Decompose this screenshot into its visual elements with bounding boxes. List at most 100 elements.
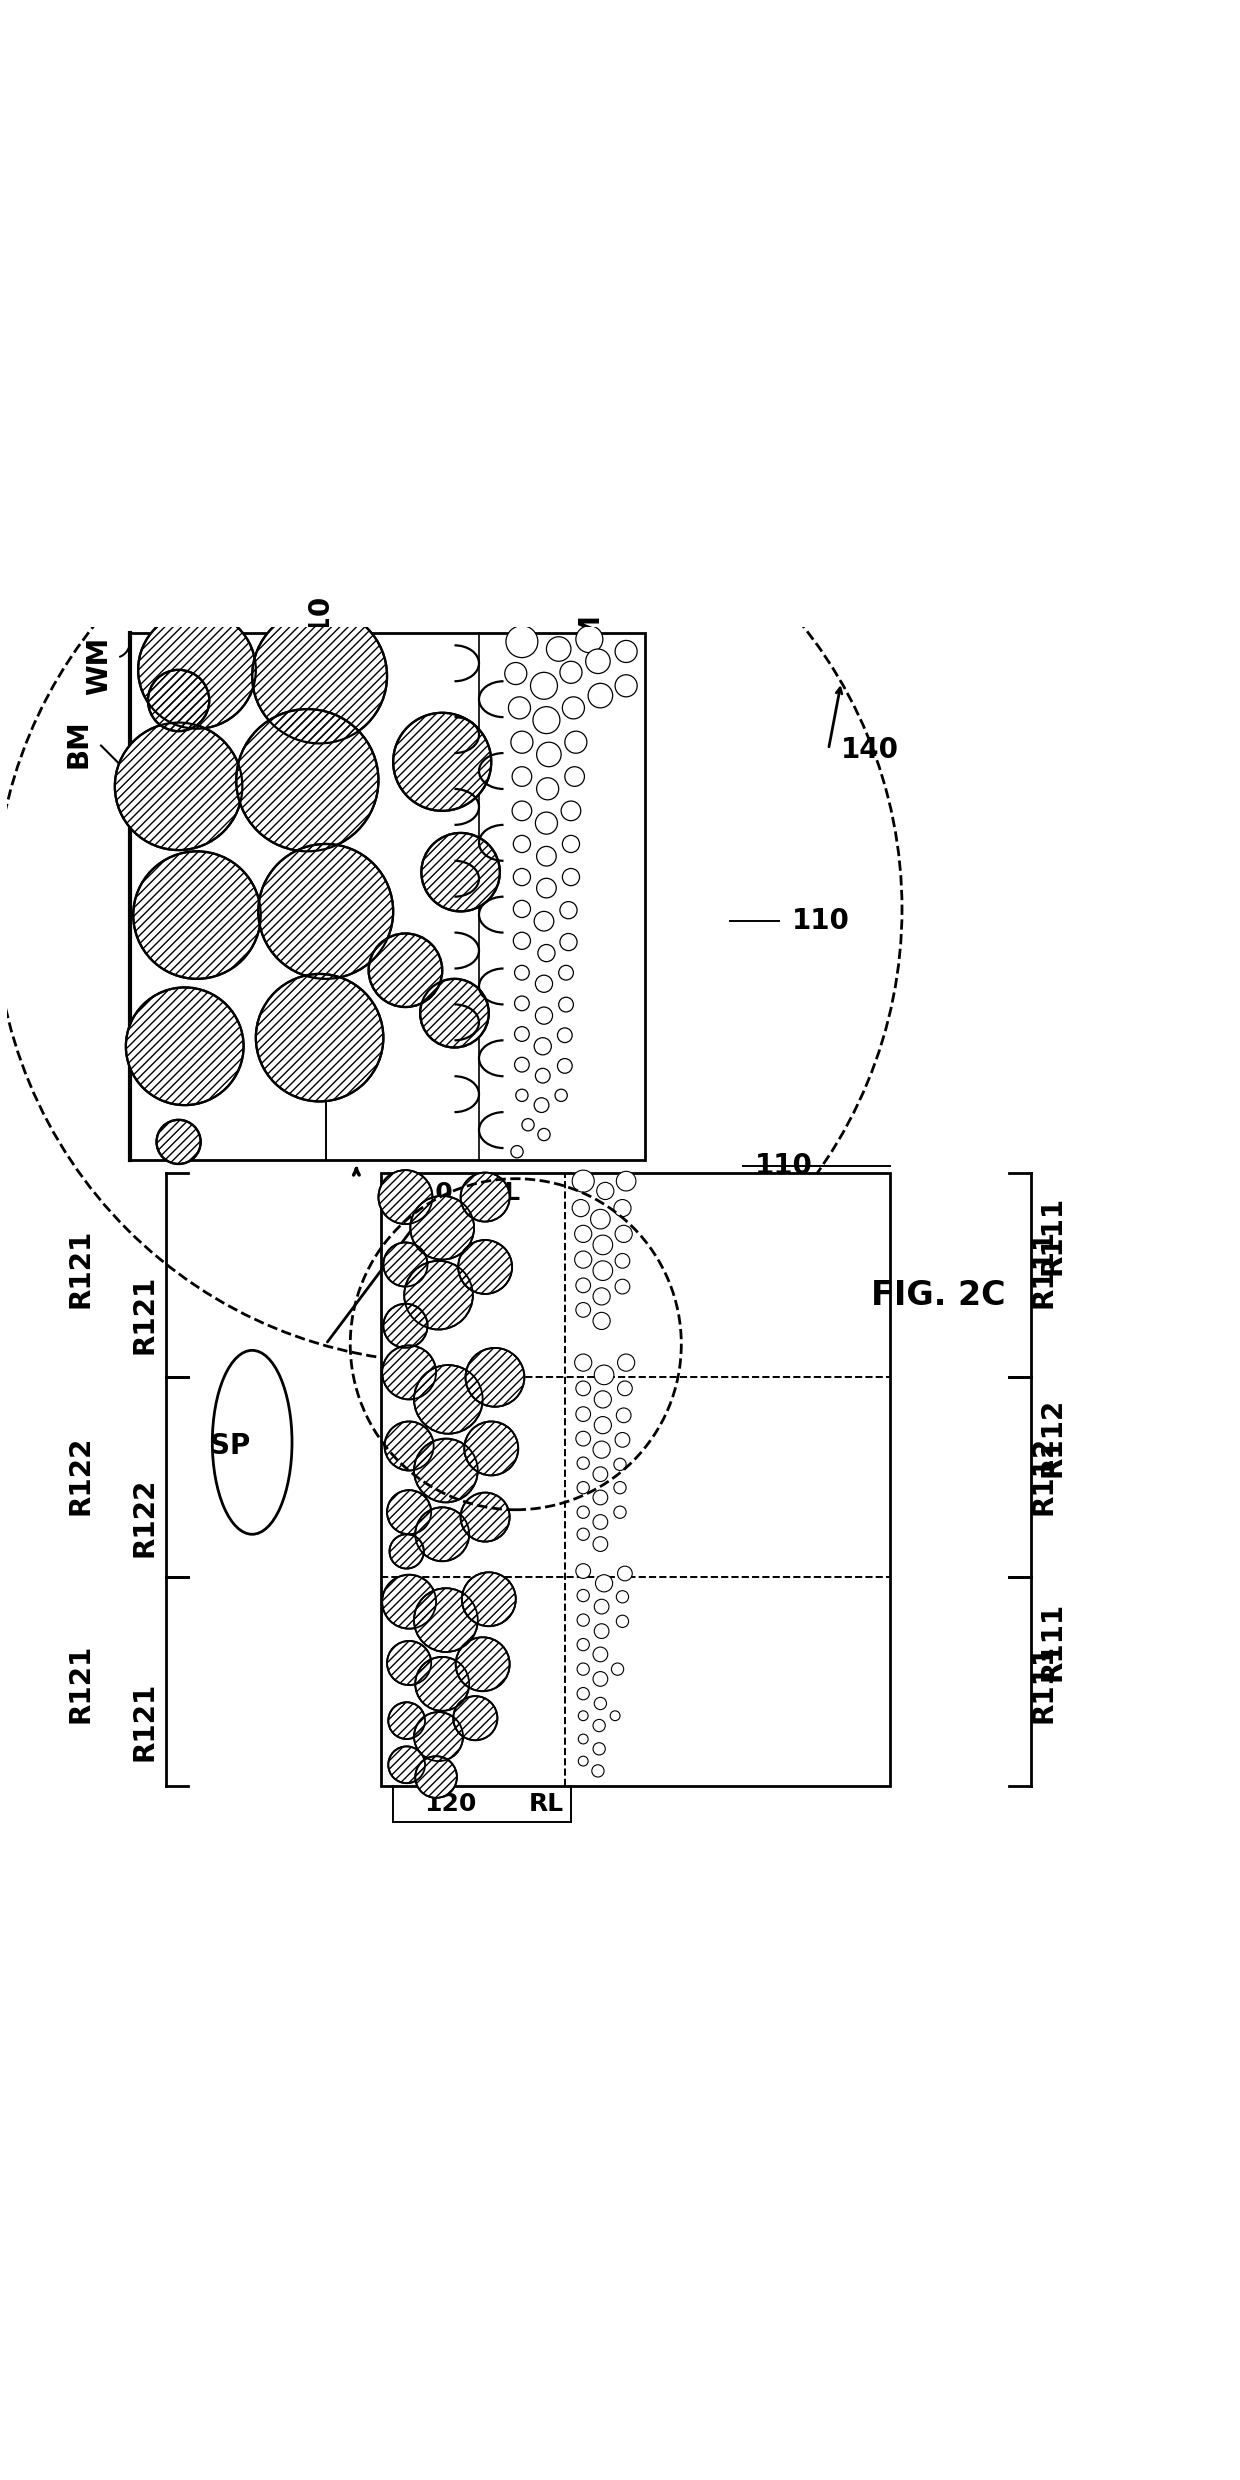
Circle shape: [536, 1007, 553, 1024]
Circle shape: [512, 766, 532, 786]
Circle shape: [614, 1200, 631, 1218]
Circle shape: [454, 1696, 497, 1741]
Circle shape: [148, 670, 210, 732]
Circle shape: [593, 1235, 613, 1255]
Circle shape: [563, 697, 584, 719]
Circle shape: [594, 1391, 611, 1409]
Text: 120: 120: [424, 1793, 477, 1815]
Circle shape: [560, 903, 577, 918]
Circle shape: [522, 1118, 534, 1131]
Circle shape: [115, 722, 242, 851]
Circle shape: [404, 1260, 472, 1329]
Circle shape: [575, 1406, 590, 1421]
Circle shape: [513, 836, 531, 853]
Circle shape: [547, 637, 570, 662]
Text: 110: 110: [791, 908, 849, 935]
Circle shape: [593, 1260, 613, 1280]
Text: R122: R122: [130, 1478, 159, 1557]
Circle shape: [593, 1647, 608, 1662]
Circle shape: [422, 833, 500, 913]
Circle shape: [593, 1743, 605, 1756]
Circle shape: [536, 1069, 551, 1084]
Circle shape: [577, 1664, 589, 1676]
Circle shape: [559, 997, 573, 1012]
Circle shape: [594, 1364, 614, 1384]
Circle shape: [615, 1280, 630, 1295]
Circle shape: [383, 1242, 428, 1287]
Circle shape: [133, 851, 260, 980]
Circle shape: [615, 640, 637, 662]
Circle shape: [575, 1431, 590, 1446]
Polygon shape: [129, 632, 645, 1161]
Circle shape: [388, 1701, 425, 1738]
Circle shape: [513, 868, 531, 885]
Circle shape: [575, 1565, 590, 1577]
Circle shape: [388, 1746, 425, 1783]
Circle shape: [591, 1766, 604, 1778]
Polygon shape: [381, 1173, 890, 1786]
Text: R111: R111: [1039, 1602, 1066, 1681]
Circle shape: [611, 1664, 624, 1676]
Circle shape: [575, 1277, 590, 1292]
Circle shape: [515, 1056, 529, 1071]
Circle shape: [534, 1099, 549, 1114]
Circle shape: [565, 732, 587, 754]
Circle shape: [252, 608, 387, 744]
Circle shape: [415, 1508, 469, 1562]
Circle shape: [577, 1614, 589, 1627]
Circle shape: [577, 1639, 589, 1652]
Circle shape: [414, 1438, 477, 1503]
Circle shape: [516, 1089, 528, 1101]
Circle shape: [460, 1493, 510, 1543]
Circle shape: [382, 1575, 436, 1629]
Circle shape: [533, 707, 560, 734]
Circle shape: [577, 1590, 589, 1602]
Circle shape: [414, 1364, 482, 1433]
Text: R110: R110: [382, 1180, 454, 1205]
Circle shape: [387, 1490, 432, 1535]
Circle shape: [414, 1711, 463, 1761]
Circle shape: [588, 684, 613, 707]
Text: RL: RL: [529, 1793, 564, 1815]
Circle shape: [558, 1027, 572, 1042]
Circle shape: [456, 1637, 510, 1691]
Circle shape: [578, 1734, 588, 1743]
Circle shape: [594, 1624, 609, 1639]
Circle shape: [594, 1416, 611, 1433]
Circle shape: [393, 712, 491, 811]
Circle shape: [577, 1528, 589, 1540]
Circle shape: [464, 1421, 518, 1476]
Circle shape: [595, 1575, 613, 1592]
Circle shape: [513, 932, 531, 950]
Circle shape: [575, 1381, 590, 1396]
Circle shape: [593, 1672, 608, 1686]
Circle shape: [538, 1128, 551, 1141]
Circle shape: [410, 1195, 474, 1260]
Circle shape: [538, 945, 556, 962]
Text: R111: R111: [1039, 1195, 1066, 1275]
Circle shape: [461, 1572, 516, 1627]
Circle shape: [616, 1590, 629, 1602]
Circle shape: [596, 1183, 614, 1200]
Circle shape: [511, 732, 533, 754]
Circle shape: [420, 980, 489, 1047]
Circle shape: [138, 610, 255, 729]
Circle shape: [465, 1349, 525, 1406]
Circle shape: [615, 1225, 632, 1242]
Circle shape: [572, 1200, 589, 1218]
Circle shape: [505, 662, 527, 684]
Circle shape: [585, 650, 610, 675]
Circle shape: [575, 1302, 590, 1317]
Circle shape: [536, 975, 553, 992]
Circle shape: [531, 672, 558, 699]
Text: FIG. 2C: FIG. 2C: [872, 1280, 1006, 1312]
Circle shape: [556, 1089, 567, 1101]
Circle shape: [511, 1146, 523, 1158]
Circle shape: [537, 846, 557, 866]
Circle shape: [458, 1240, 512, 1295]
Circle shape: [574, 1250, 591, 1267]
Circle shape: [614, 1505, 626, 1518]
Circle shape: [368, 932, 443, 1007]
Circle shape: [515, 1027, 529, 1042]
Circle shape: [534, 913, 554, 930]
